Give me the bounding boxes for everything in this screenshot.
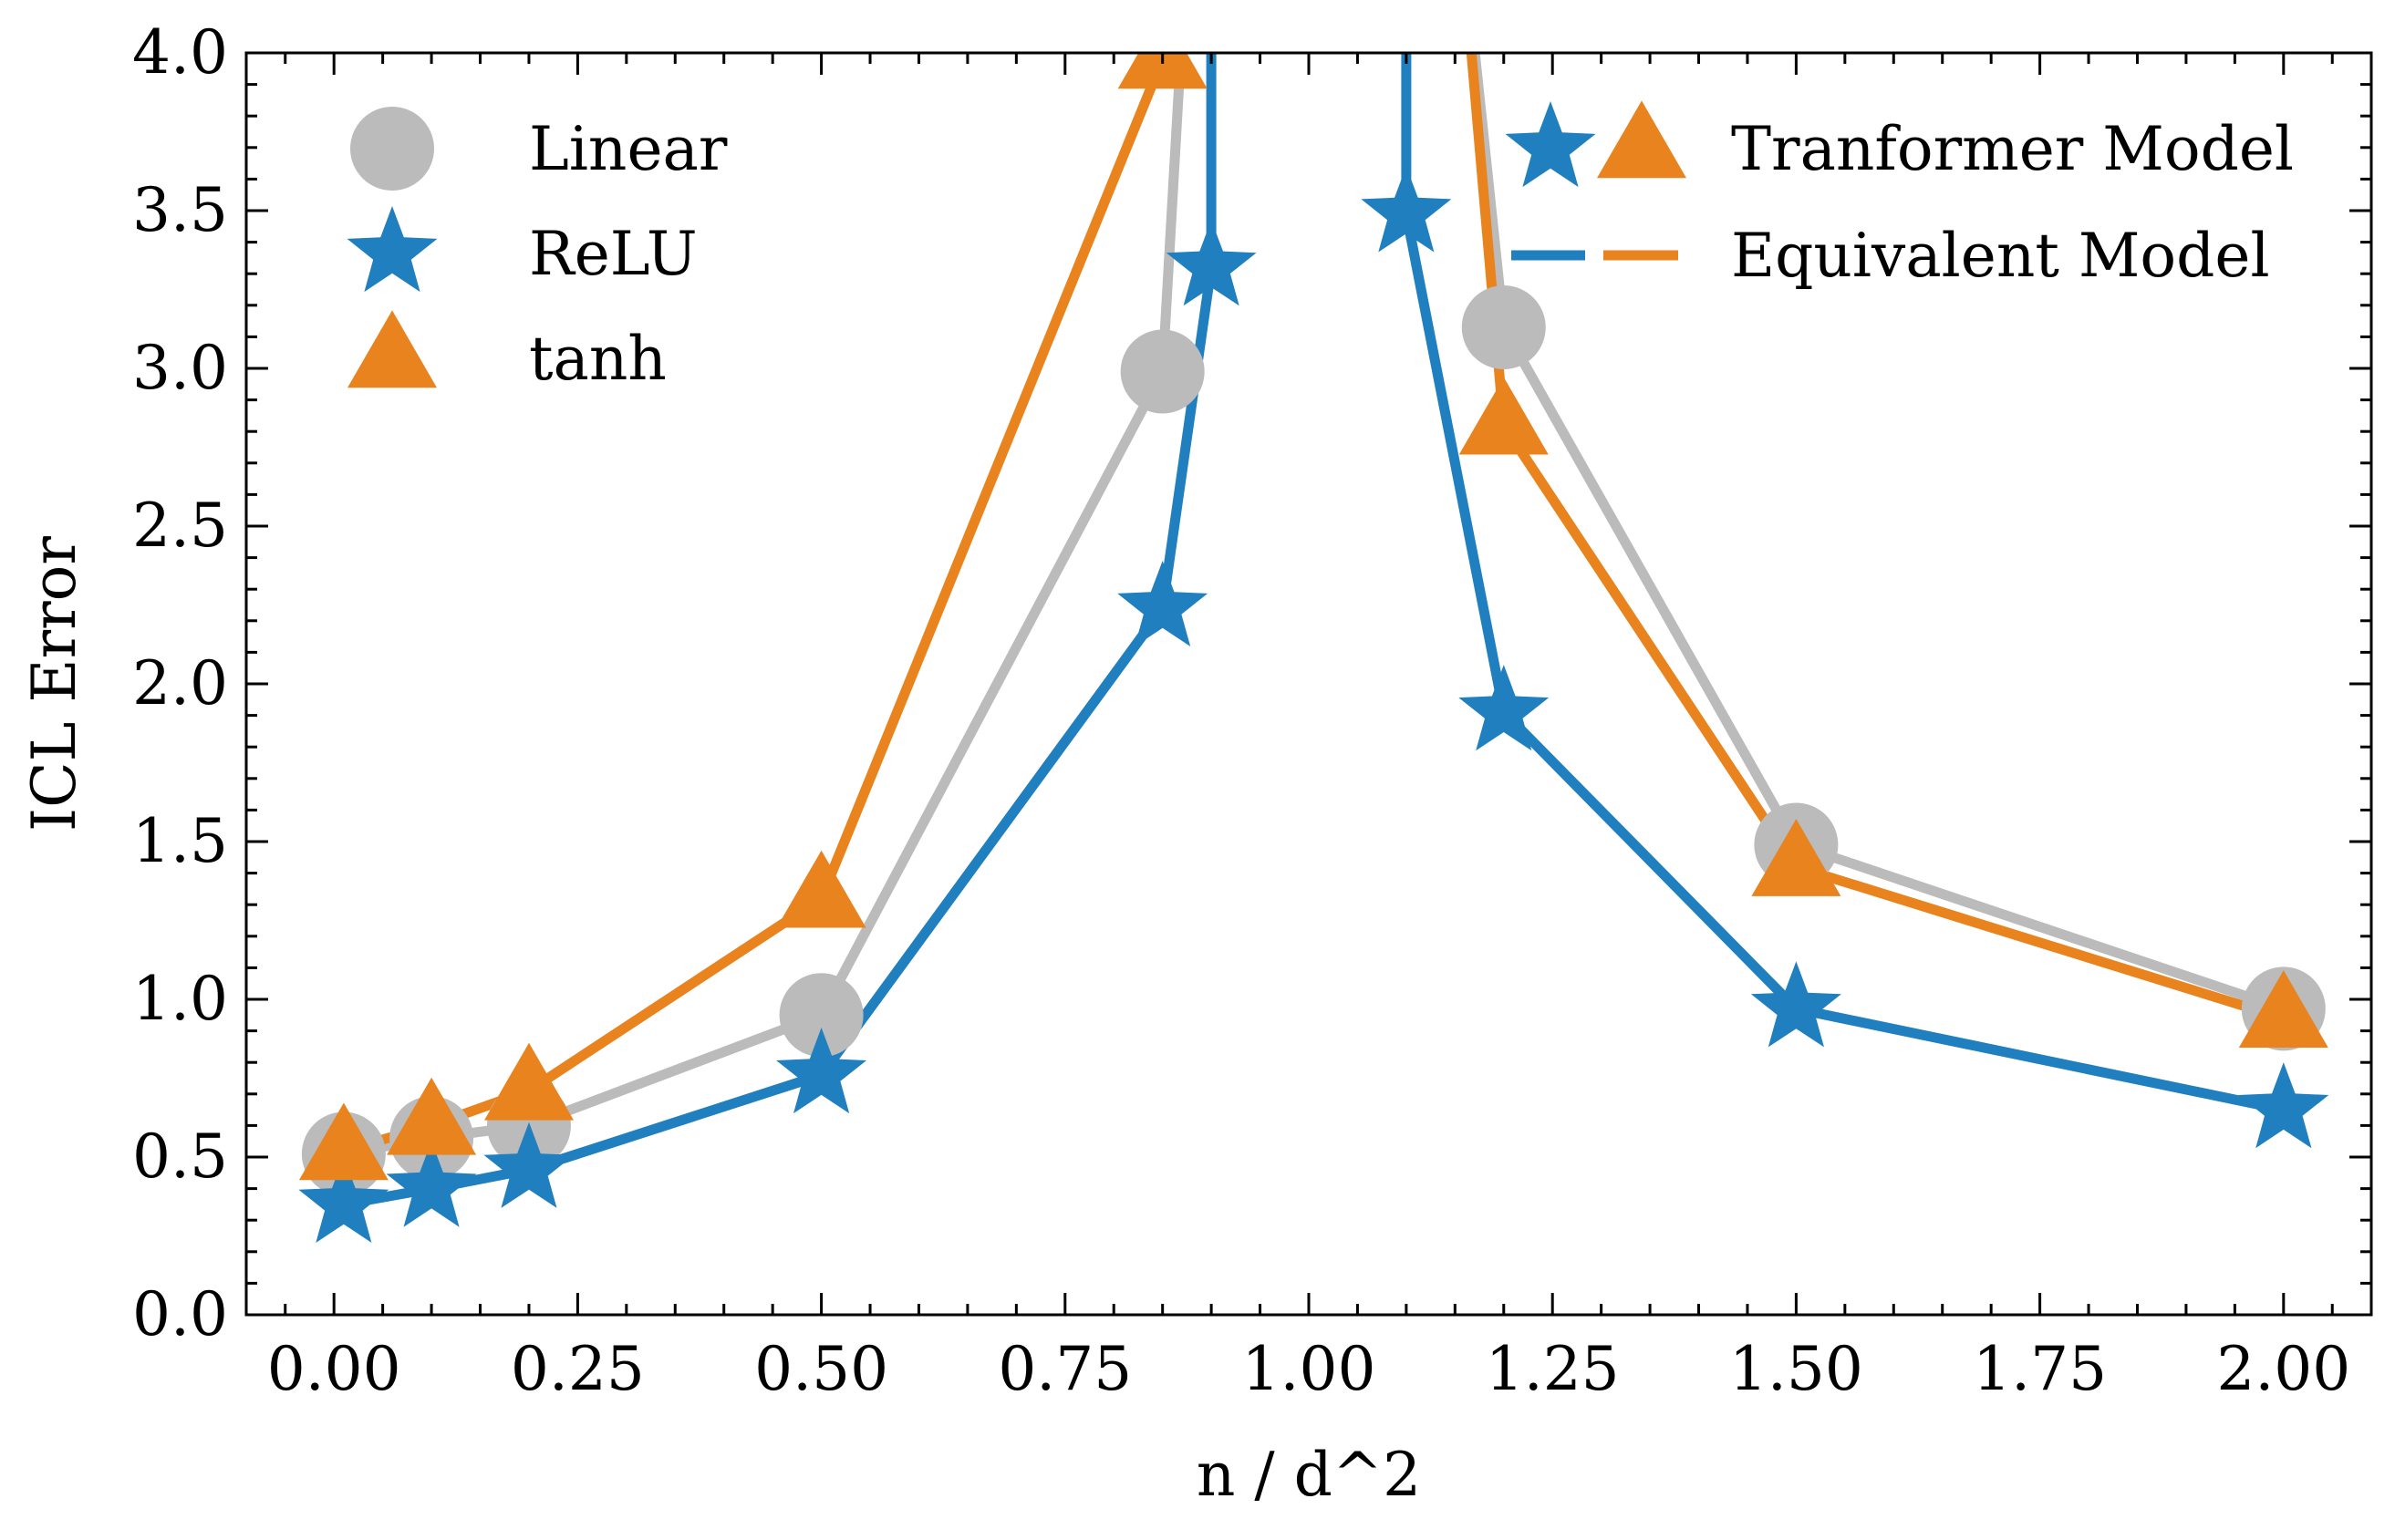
legend-entry-transformer-model: Tranformer Model [1505,100,2294,188]
data-point-linear-5 [1461,285,1546,370]
data-point-relu-6 [1361,166,1452,253]
data-point-relu-4 [1117,561,1208,646]
legend-marker-triangle [1597,100,1686,179]
x-tick-label: 1.00 [1242,1334,1376,1404]
legend-entry-linear: Linear [350,107,728,191]
x-axis-label: n / d^2 [1197,1440,1421,1510]
x-tick-label: 0.50 [754,1334,888,1404]
y-axis-tick-labels: 0.0 0.5 1.0 1.5 2.0 2.5 3.0 3.5 4.0 [132,17,228,1349]
y-tick-label: 4.0 [132,17,228,88]
data-point-tanh-5 [1458,377,1549,455]
x-tick-label: 1.25 [1486,1334,1620,1404]
legend-entry-equivalent-model: Equivalent Model [1511,221,2270,291]
legend-entry-tanh: tanh [347,310,667,394]
data-point-relu-3 [776,1028,867,1114]
y-tick-label: 1.0 [132,964,228,1034]
y-axis-ticks [246,51,2371,1317]
y-tick-label: 2.5 [132,491,228,561]
data-point-relu-9 [2238,1062,2329,1149]
x-tick-label: 0.00 [267,1334,401,1404]
data-point-relu-7 [1458,665,1550,751]
y-tick-label: 0.5 [132,1121,228,1192]
legend-marker-linear [350,107,434,191]
legend-label: Tranformer Model [1731,114,2294,184]
x-axis-ticks [284,53,2334,1315]
data-point-tanh-0 [298,1102,389,1181]
legend-marker-star [1505,101,1596,188]
data-point-relu-1 [386,1141,477,1227]
legend-label: tanh [529,324,667,394]
data-point-tanh-6 [1751,819,1841,896]
legend-marker-tanh [347,310,437,388]
x-tick-label: 2.00 [2216,1334,2350,1404]
x-axis-tick-labels: 0.00 0.25 0.50 0.75 1.00 1.25 1.50 1.75 2.00 [267,1334,2351,1404]
series-line-tanh [342,53,2286,1156]
x-tick-label: 0.25 [511,1334,645,1404]
data-point-linear-3 [779,973,864,1058]
data-point-tanh-4 [1117,53,1208,89]
data-point-tanh-7 [2238,970,2328,1048]
legend-label: Equivalent Model [1731,221,2270,291]
data-point-tanh-1 [387,1077,477,1155]
data-point-linear-4 [1120,329,1205,414]
y-tick-label: 2.0 [132,648,228,718]
data-point-tanh-2 [484,1042,574,1121]
legend-marker-relu [347,206,438,293]
series-line-linear [342,53,2286,1159]
legend-label: ReLU [529,219,698,289]
legend-entry-relu: ReLU [347,206,698,293]
legend-activation: Linear ReLU tanh [347,107,728,394]
legend-model-type: Tranformer Model Equivalent Model [1505,100,2294,291]
data-point-relu-2 [483,1121,575,1208]
y-tick-label: 0.0 [132,1279,228,1349]
data-point-tanh-3 [776,850,866,928]
y-tick-label: 3.5 [132,175,228,245]
x-tick-label: 1.50 [1729,1334,1863,1404]
x-tick-label: 1.75 [1973,1334,2107,1404]
x-tick-label: 0.75 [998,1334,1132,1404]
y-tick-label: 3.0 [132,333,228,403]
y-axis-label: ICL Error [19,536,89,832]
data-point-relu-8 [1750,961,1841,1048]
data-point-relu-0 [298,1156,389,1243]
y-tick-label: 1.5 [132,806,228,876]
series-markers [298,53,2329,1243]
legend-label: Linear [529,114,728,184]
data-point-relu-5 [1166,220,1257,306]
